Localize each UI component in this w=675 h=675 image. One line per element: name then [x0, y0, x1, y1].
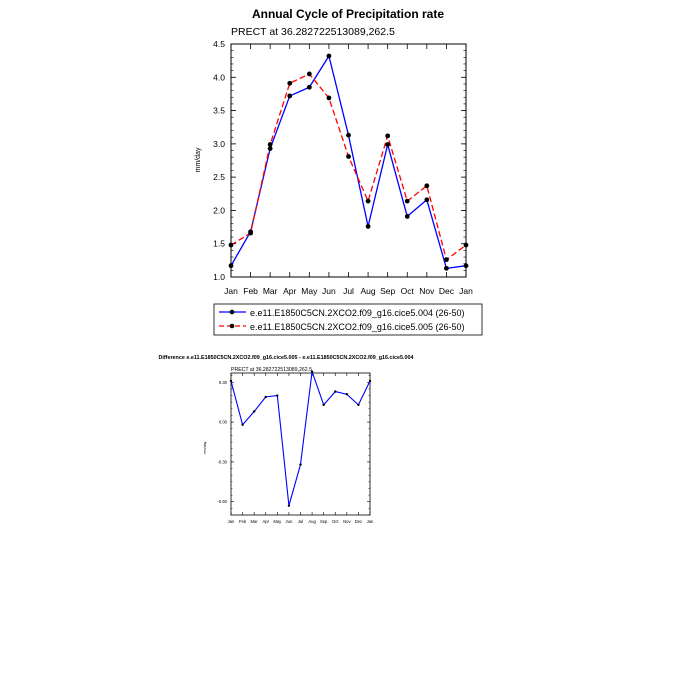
series-2-point [306, 71, 312, 77]
y-tick-label: 3.0 [213, 139, 225, 149]
chart-2-title: Difference e.e11.E1850C5CN.2XCO2.f09_g16… [158, 355, 413, 361]
y-tick-label: -0.60 [217, 499, 227, 504]
series-1-point [463, 263, 469, 269]
series-2-point [463, 242, 469, 248]
x-tick-label: Jan [367, 519, 374, 524]
chart-2-series [229, 370, 372, 507]
series-line-1 [230, 371, 371, 507]
series-2-point [346, 154, 351, 159]
x-tick-label: May [273, 519, 282, 524]
series-1-point [346, 132, 351, 138]
x-tick-label: Nov [343, 519, 351, 524]
chart-1-series [228, 53, 469, 271]
chart-1-plot-frame [230, 43, 467, 278]
x-tick-label: Jan [224, 286, 238, 296]
legend-label-2: e.e11.E1850C5CN.2XCO2.f09_g16.cice5.005 … [250, 322, 464, 332]
chart-2-ylabel: mm/day [203, 441, 207, 454]
chart-2-subtitle: PRECT at 36.282722513089,262.5 [231, 367, 312, 373]
series-2-point [228, 242, 234, 248]
legend-marker-1 [229, 309, 235, 315]
x-tick-label: Feb [239, 519, 247, 524]
x-tick-label: Jul [343, 286, 354, 296]
chart-1-legend: e.e11.E1850C5CN.2XCO2.f09_g16.cice5.004 … [213, 303, 483, 336]
x-tick-label: Jan [459, 286, 473, 296]
chart-2-ticks: 0.30 0.00 -0.30 -0.60 Jan Feb Mar Apr May Jun Jul A… [217, 373, 374, 524]
series-1-point [357, 403, 360, 407]
x-tick-label: Jan [228, 519, 235, 524]
chart-2-plot-frame [230, 372, 371, 516]
x-tick-label: Nov [419, 286, 435, 296]
chart-1-ylabel: mm/day [195, 147, 202, 172]
x-tick-label: Oct [401, 286, 415, 296]
series-1-point [276, 394, 279, 397]
x-tick-label: Dec [439, 286, 455, 296]
series-1-point [404, 214, 410, 219]
x-tick-label: Dec [355, 519, 362, 524]
legend-entry-1: e.e11.E1850C5CN.2XCO2.f09_g16.cice5.004 … [219, 308, 464, 318]
series-2-point [267, 142, 273, 147]
legend-entry-2: e.e11.E1850C5CN.2XCO2.f09_g16.cice5.005 … [219, 322, 464, 332]
series-2-point [365, 198, 371, 204]
x-tick-label: Apr [262, 519, 269, 524]
x-tick-label: Mar [251, 519, 259, 524]
x-tick-label: Apr [283, 286, 296, 296]
y-tick-label: 0.00 [219, 420, 228, 425]
x-tick-label: Aug [308, 519, 316, 524]
series-2-point [444, 257, 449, 263]
x-tick-label: Jun [322, 286, 336, 296]
series-2-point [385, 133, 391, 139]
series-1-point [368, 379, 372, 383]
series-2-point [404, 198, 410, 204]
series-1-point [299, 463, 302, 466]
series-1-point [326, 53, 332, 59]
series-1-point [287, 93, 293, 99]
series-2-point [287, 80, 293, 86]
series-1-point [424, 197, 430, 203]
series-2-point [424, 183, 430, 189]
y-tick-label: -0.30 [217, 459, 227, 464]
legend-marker-2 [229, 323, 235, 329]
y-tick-label: 0.30 [219, 380, 228, 385]
y-tick-label: 4.5 [213, 39, 225, 49]
y-tick-label: 1.0 [213, 272, 225, 282]
chart-1-ticks: 1.0 1.5 2.0 2.5 3.0 3.5 4.0 4.5 Jan Feb Mar Apr May J… [213, 39, 473, 296]
series-1-point [310, 370, 314, 373]
x-tick-label: May [301, 286, 318, 296]
y-tick-label: 2.0 [213, 205, 225, 215]
x-tick-label: Mar [263, 286, 278, 296]
series-1-point [267, 146, 273, 151]
x-tick-label: Aug [361, 286, 376, 296]
series-1-point [306, 84, 312, 90]
series-1-point [287, 504, 291, 507]
series-1-point [228, 263, 234, 269]
series-2-point [248, 230, 253, 236]
chart-1-subtitle: PRECT at 36.282722513089,262.5 [231, 26, 395, 38]
series-1-point [229, 379, 233, 383]
series-1-point [264, 395, 267, 399]
series-1-point [365, 224, 371, 229]
x-tick-label: Feb [243, 286, 258, 296]
x-tick-label: Oct [332, 519, 339, 524]
y-tick-label: 2.5 [213, 172, 225, 182]
series-1-point [322, 403, 325, 407]
legend-box [213, 303, 483, 336]
y-tick-label: 4.0 [213, 72, 225, 82]
x-tick-label: Sep [320, 519, 328, 524]
series-1-point [334, 390, 337, 393]
series-1-point [385, 142, 391, 147]
legend-label-1: e.e11.E1850C5CN.2XCO2.f09_g16.cice5.004 … [250, 308, 464, 318]
chart-1-title: Annual Cycle of Precipitation rate [252, 7, 444, 21]
series-1-point [241, 423, 244, 426]
series-1-point [444, 265, 449, 271]
series-1-point [252, 410, 256, 413]
series-1-point [345, 393, 349, 396]
series-2-point [326, 95, 332, 101]
x-tick-label: Jun [286, 519, 293, 524]
x-tick-label: Jul [298, 519, 303, 524]
y-tick-label: 1.5 [213, 239, 225, 249]
y-tick-label: 3.5 [213, 106, 225, 116]
x-tick-label: Sep [380, 286, 395, 296]
